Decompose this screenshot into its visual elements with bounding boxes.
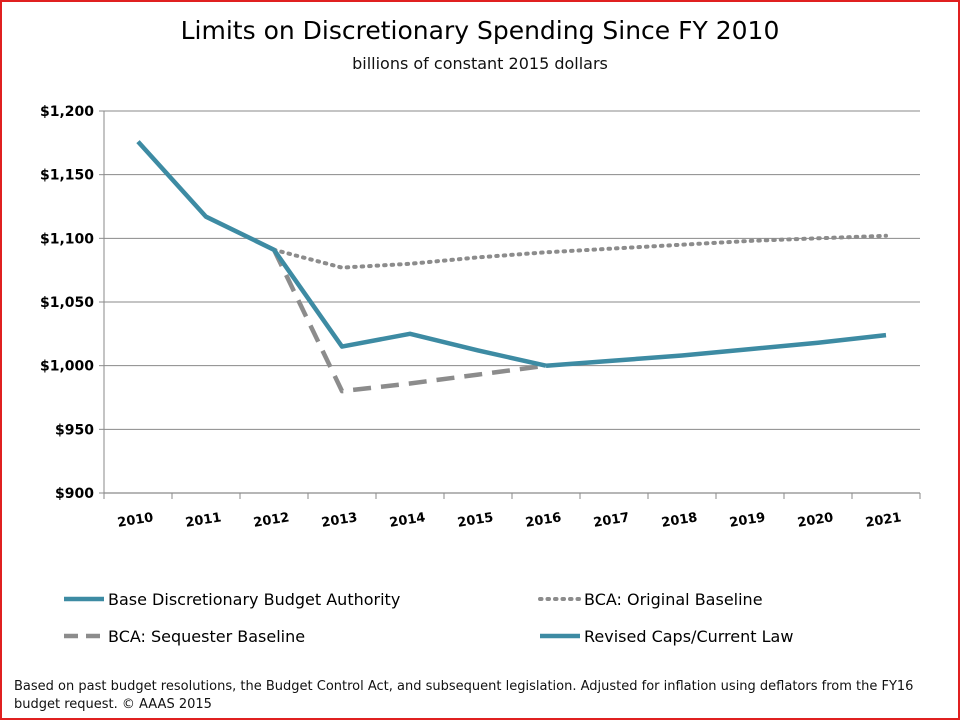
y-tick-label: $1,000 — [40, 359, 94, 375]
legend-label: BCA: Sequester Baseline — [108, 627, 305, 646]
series-line-2 — [272, 233, 888, 270]
y-axis-tick-labels: $900 $950 $1,000 $1,050 $1,100 $1,150 $1,200 — [40, 104, 94, 502]
footnote: Based on past budget resolutions, the Bu… — [14, 679, 914, 712]
x-tick-label: 2011 — [184, 510, 222, 530]
x-tick-label: 2014 — [388, 510, 426, 530]
chart-subtitle: billions of constant 2015 dollars — [352, 54, 608, 73]
legend-item-2: BCA: Original Baseline — [538, 590, 763, 609]
series-lines — [136, 140, 888, 394]
x-tick-label: 2013 — [320, 510, 358, 530]
gridlines — [104, 110, 920, 430]
legend-item-1: Base Discretionary Budget Authority — [64, 590, 400, 609]
series-line-3 — [271, 248, 547, 394]
legend-item-4: Revised Caps/Current Law — [540, 627, 793, 646]
y-tick-label: $1,150 — [40, 168, 94, 184]
x-tick-label: 2021 — [864, 510, 902, 530]
x-axis-tick-labels: 2010 2011 2012 2013 2014 2015 2016 2017 2018 2019… — [116, 510, 902, 530]
x-tick-label: 2018 — [660, 510, 698, 530]
legend-label: Base Discretionary Budget Authority — [108, 590, 400, 609]
y-tick-label: $1,050 — [40, 295, 94, 311]
series-line-4 — [545, 332, 887, 368]
x-tick-label: 2016 — [524, 510, 562, 530]
y-tick-label: $1,200 — [40, 104, 94, 120]
x-tick-label: 2010 — [116, 510, 154, 530]
x-tick-label: 2012 — [252, 510, 290, 530]
legend-label: Revised Caps/Current Law — [584, 627, 793, 646]
y-tick-label: $950 — [55, 422, 94, 438]
legend-label: BCA: Original Baseline — [584, 590, 763, 609]
y-tick-label: $1,100 — [40, 231, 94, 247]
series-line-1 — [136, 140, 547, 368]
axes — [99, 110, 921, 499]
x-tick-label: 2015 — [456, 510, 494, 530]
legend: Base Discretionary Budget Authority BCA: … — [64, 590, 793, 646]
x-tick-label: 2019 — [728, 510, 766, 530]
x-tick-label: 2020 — [796, 510, 834, 530]
y-tick-label: $900 — [55, 486, 94, 502]
legend-item-3: BCA: Sequester Baseline — [64, 627, 305, 646]
x-tick-label: 2017 — [592, 510, 630, 530]
chart-title: Limits on Discretionary Spending Since F… — [180, 16, 780, 45]
